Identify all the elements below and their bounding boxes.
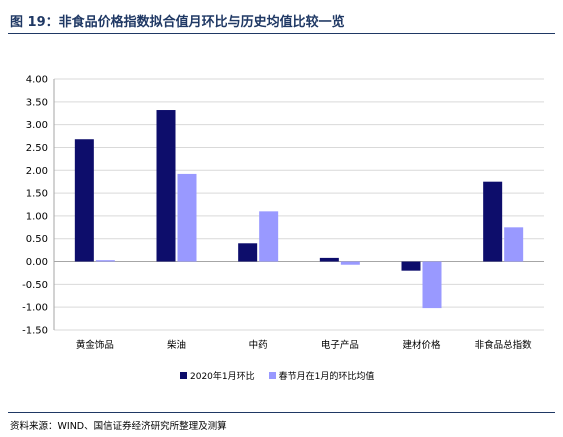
bar-jan-2020: [156, 110, 176, 262]
chart-area: 4.00 3.50 3.00 2.50 2.00 1.50 1.00 0.50 0.00 -0.5…: [8, 43, 555, 403]
bar-spring-avg: [422, 261, 442, 309]
x-tick-label: 非食品总指数: [475, 339, 533, 351]
y-tick-label: 3.00: [26, 120, 48, 131]
y-tick-label: 1.50: [26, 189, 48, 200]
figure-header: 图 19：非食品价格指数拟合值月环比与历史均值比较一览: [8, 7, 555, 34]
x-tick-label: 电子产品: [321, 339, 359, 351]
y-tick-label: -0.50: [22, 280, 48, 291]
y-tick-label: 2.50: [26, 143, 48, 154]
legend-swatch: [268, 372, 276, 379]
x-tick-label: 建材价格: [402, 339, 441, 351]
y-tick-label: 2.00: [26, 166, 48, 177]
y-tick-label: -1.50: [22, 326, 48, 337]
x-tick-label: 柴油: [167, 339, 186, 351]
bar-spring-avg: [504, 227, 524, 262]
bar-jan-2020: [319, 257, 339, 262]
chart-legend: 2020年1月环比 春节月在1月的环比均值: [180, 369, 388, 385]
legend-item: 2020年1月环比: [180, 369, 255, 382]
bar-jan-2020: [238, 243, 258, 262]
legend-item: 春节月在1月的环比均值: [268, 369, 375, 382]
legend-swatch: [180, 372, 187, 379]
y-tick-label: 0.00: [26, 257, 48, 268]
bar-spring-avg: [259, 211, 279, 262]
y-tick-label: 4.00: [26, 75, 48, 86]
footer-rule: [8, 412, 555, 413]
source-note: 资料来源：WIND、国信证券经济研究所整理及测算: [10, 421, 227, 432]
legend-label: 2020年1月环比: [190, 372, 255, 382]
figure-title: 图 19：非食品价格指数拟合值月环比与历史均值比较一览: [10, 15, 345, 30]
bar-spring-avg: [340, 261, 360, 265]
x-tick-label: 黄金饰品: [76, 339, 114, 351]
bar-jan-2020: [483, 181, 503, 262]
y-tick-label: 0.50: [26, 234, 48, 245]
bar-spring-avg: [177, 173, 197, 262]
bar-jan-2020: [401, 261, 421, 271]
y-tick-label: -1.00: [22, 303, 48, 314]
y-tick-label: 3.50: [26, 97, 48, 108]
bar-spring-avg: [95, 260, 115, 262]
bar-chart: 4.00 3.50 3.00 2.50 2.00 1.50 1.00 0.50 0.00 -0.5…: [22, 75, 544, 351]
y-tick-label: 1.00: [26, 211, 48, 222]
legend-label: 春节月在1月的环比均值: [278, 372, 375, 382]
x-tick-label: 中药: [249, 339, 268, 351]
bar-jan-2020: [74, 139, 94, 262]
